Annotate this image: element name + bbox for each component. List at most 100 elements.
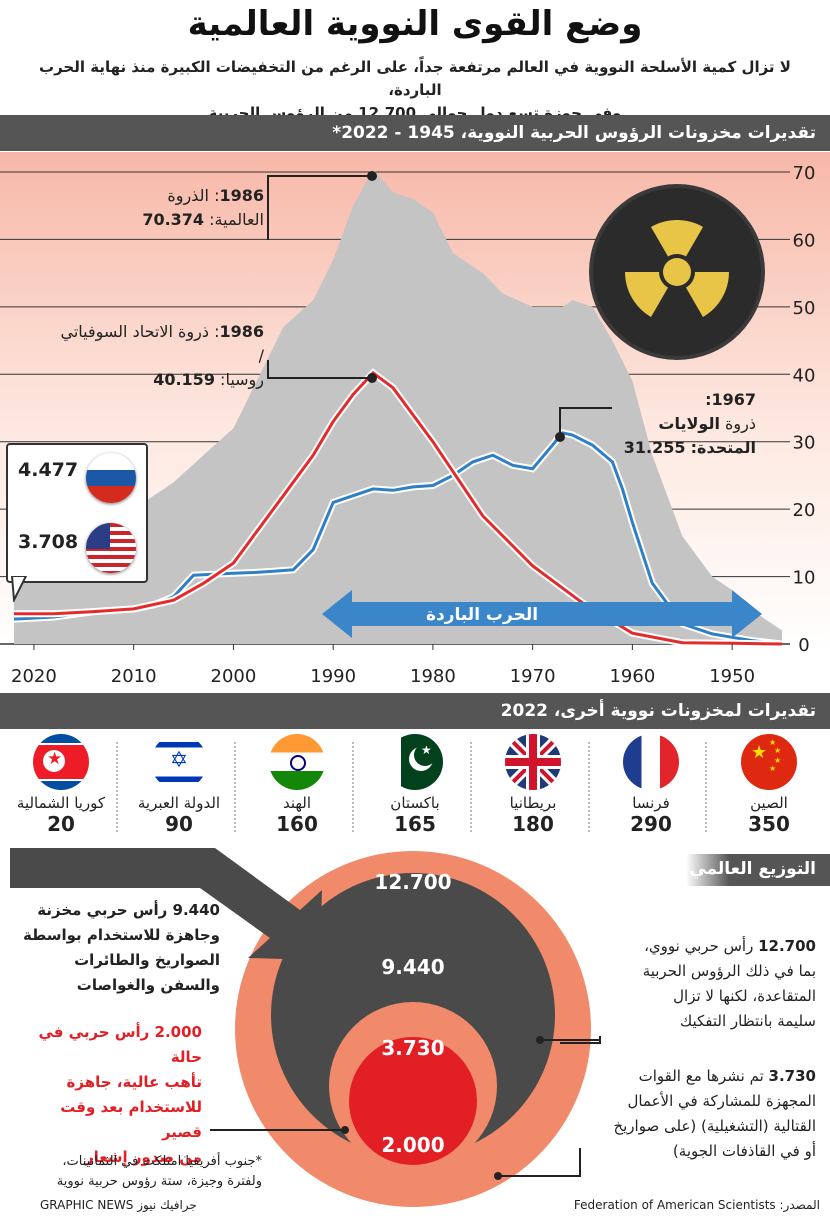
world-peak-annotation: 1986: الذروة العالمية: 70.374: [142, 186, 264, 229]
y-tick-label: 10: [793, 568, 816, 589]
note-deployed-text4: أو في القاذفات الجوية): [672, 1142, 816, 1160]
country-name: الهند: [282, 794, 312, 812]
y-tick-label: 50: [793, 298, 816, 319]
circle-alert: [349, 1037, 477, 1165]
note-stockpiled-text1: رأس حربي مخزنة: [37, 901, 168, 919]
ussr-peak-value: 40.159: [153, 370, 215, 389]
page-title: وضع القوى النووية العالمية: [187, 4, 643, 44]
us-peak-value: 31.255: [623, 438, 686, 457]
section-band-distribution: التوزيع العالمي: [685, 853, 830, 885]
current-stockpile-callout: 4.477 3.708: [6, 443, 148, 583]
leader-total-right: [540, 1036, 601, 1041]
x-tick-label: 1980: [410, 666, 456, 687]
country-list: ★ ★ ★ ★ ★ الصين 350 فرنسا 290 بر: [0, 732, 830, 847]
annotation-leaders: [267, 175, 612, 437]
india-flag-icon: [269, 734, 325, 790]
y-tick-label: 20: [793, 500, 816, 521]
note-deployed-text2: المجهزة للمشاركة في الأعمال: [627, 1092, 816, 1110]
country-name: الدولة العبرية: [137, 794, 221, 812]
china-flag-icon: ★ ★ ★ ★ ★: [741, 734, 797, 790]
leader-deployed-bottom: [498, 1148, 581, 1177]
x-tick-label: 2000: [211, 666, 257, 687]
country-value: 20: [47, 812, 75, 836]
distribution-band: [470, 854, 830, 886]
us-peak-label-b: الولايات: [658, 414, 720, 433]
ussr-peak-marker: [367, 373, 377, 383]
us-peak-marker: [555, 432, 565, 442]
ussr-peak-label-a: ذروة الاتحاد السوفياتي /: [60, 322, 265, 365]
x-tick-label: 1960: [609, 666, 655, 687]
footnote-line-1: *جنوب أفريقيا امتلكت في الثمانينات،: [62, 1154, 262, 1169]
note-stockpiled-text4: والسفن والغواصات: [76, 976, 220, 994]
circle-total-value: 12.700: [374, 870, 452, 894]
country-item-pakistan: ★ باكستان 165: [356, 732, 474, 836]
cold-war-label: الحرب الباردة: [426, 605, 538, 625]
country-value: 160: [276, 812, 318, 836]
country-item-france: فرنسا 290: [592, 732, 710, 836]
section-title-stockpiles: تقديرات مخزونات الرؤوس الحربية النووية، …: [332, 123, 816, 143]
country-value: 180: [512, 812, 554, 836]
stockpiled-arrow: [10, 848, 322, 960]
note-alert-value: 2.000: [154, 1023, 202, 1041]
subtitle-line-1: لا تزال كمية الأسلحة النووية في العالم م…: [39, 58, 791, 99]
note-deployed-text3: القتالية (التشغيلية) (على صواريخ: [613, 1117, 816, 1135]
footnote-line-2: ولفترة وجيزة، ستة رؤوس حربية نووية: [56, 1174, 262, 1189]
note-total: 12.700 رأس حربي نووي، بما في ذلك الرؤوس …: [612, 934, 816, 1034]
source-text: Federation of American Scientists: [573, 1198, 776, 1212]
note-stockpiled: 9.440 رأس حربي مخزنة وجاهزة للاستخدام بو…: [20, 898, 220, 998]
country-name: فرنسا: [632, 794, 670, 812]
ussr-peak-year: 1986: [219, 322, 264, 341]
us-peak-annotation: 1967: ذروة الولايات المتحدة: 31.255: [616, 388, 756, 460]
note-stockpiled-text2: وجاهزة للاستخدام بواسطة: [23, 926, 220, 944]
usa-series-line-core: [13, 431, 783, 646]
cold-war-arrow: الحرب الباردة: [322, 590, 762, 638]
country-value: 350: [748, 812, 790, 836]
note-deployed-text1: تم نشرها مع القوات: [638, 1067, 764, 1085]
distribution-graphic: [10, 848, 830, 1207]
source: المصدر: Federation of American Scientist…: [560, 1198, 820, 1212]
israel-flag-icon: ✡: [151, 734, 207, 790]
credit: GRAPHIC NEWS جرافيك نيوز: [40, 1198, 197, 1212]
note-stockpiled-value: 9.440: [172, 901, 220, 919]
russia-current-value: 4.477: [18, 459, 79, 481]
y-tick-label: 30: [793, 433, 816, 454]
country-name: كوريا الشمالية: [16, 794, 106, 812]
usa-current-value: 3.708: [18, 531, 79, 553]
note-total-text2: بما في ذلك الرؤوس الحربية: [642, 962, 816, 980]
country-item-china: ★ ★ ★ ★ ★ الصين 350: [710, 732, 828, 836]
ussr-peak-annotation: 1986: ذروة الاتحاد السوفياتي / روسيا: 40…: [60, 322, 265, 389]
country-name: بريطانيا: [509, 794, 557, 812]
y-tick-label: 60: [793, 230, 816, 251]
ussr-peak-label-b: روسيا:: [220, 370, 264, 389]
section-title-distribution: التوزيع العالمي: [689, 859, 816, 879]
note-deployed: 3.730 تم نشرها مع القوات المجهزة للمشارك…: [580, 1064, 816, 1164]
section-band-others: تقديرات لمخزونات نووية أخرى، 2022: [0, 693, 830, 729]
world-peak-year: 1986: [219, 186, 264, 205]
world-series-area: [14, 169, 782, 645]
note-alert: 2.000 رأس حربي في حالة تأهب عالية، جاهزة…: [20, 1020, 202, 1170]
uk-flag-icon: [505, 734, 561, 790]
note-deployed-value: 3.730: [768, 1067, 816, 1085]
callout-pointer: [10, 576, 28, 602]
note-stockpiled-text3: الصواريخ والطائرات: [74, 951, 220, 969]
note-total-value: 12.700: [758, 937, 816, 955]
section-title-others: تقديرات لمخزونات نووية أخرى، 2022: [500, 701, 816, 721]
country-name: الصين: [750, 794, 788, 812]
country-name: باكستان: [390, 794, 440, 812]
world-peak-label-b: العالمية:: [209, 210, 264, 229]
note-total-text4: سليمة بانتظار التفكيك: [679, 1012, 816, 1030]
y-tick-label: 40: [793, 365, 816, 386]
note-alert-text3: للاستخدام بعد وقت قصير: [60, 1098, 202, 1141]
x-tick-labels: 2020 2010 2000 1990 1980 1970 1960 1950: [11, 644, 755, 687]
country-item-india: الهند 160: [238, 732, 356, 836]
country-value: 290: [630, 812, 672, 836]
world-peak-value: 70.374: [142, 210, 205, 229]
radiation-icon: [589, 184, 765, 360]
country-value: 90: [165, 812, 193, 836]
note-alert-text4: من صدور إشعار: [85, 1148, 202, 1166]
note-total-text1: رأس حربي نووي،: [644, 937, 754, 955]
usa-flag-icon: [86, 523, 136, 573]
x-tick-label: 1950: [709, 666, 755, 687]
circle-stockpiled-value: 9.440: [381, 955, 445, 979]
